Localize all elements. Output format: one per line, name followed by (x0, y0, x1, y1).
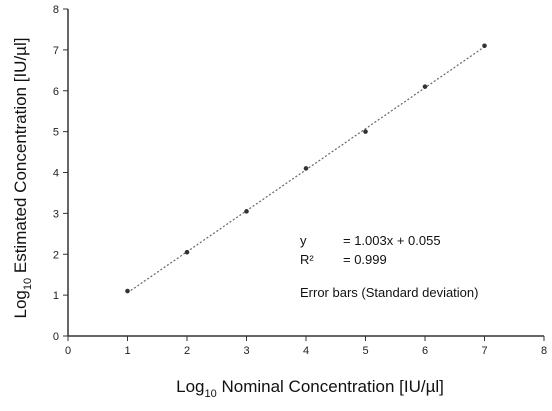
y-tick-label: 2 (53, 249, 59, 261)
x-axis-label-subscript: 10 (205, 388, 217, 400)
data-point (125, 288, 130, 294)
data-point (303, 166, 309, 171)
x-tick-label: 3 (243, 345, 249, 357)
y-axis-label-prefix: Log (11, 290, 30, 318)
data-point (244, 209, 249, 214)
y-tick-label: 4 (53, 168, 59, 180)
equation-rhs: = 1.003x + 0.055 (343, 233, 441, 248)
y-axis-label-subscript: 10 (22, 278, 34, 290)
x-tick-label: 7 (481, 345, 487, 357)
y-tick-label: 1 (53, 290, 59, 302)
data-point (363, 129, 368, 134)
x-axis-label-prefix: Log (176, 377, 204, 396)
x-tick-label: 4 (303, 345, 309, 357)
y-tick-label: 8 (53, 4, 59, 16)
y-tick-label: 6 (53, 86, 59, 98)
x-tick-label: 5 (362, 345, 368, 357)
x-axis-label-suffix: Nominal Concentration [IU/µl] (217, 377, 444, 396)
y-axis-label-suffix: Estimated Concentration [IU/µl] (11, 38, 30, 278)
data-points (125, 43, 487, 294)
x-tick-label: 2 (184, 345, 190, 357)
equation-lhs: y (300, 233, 307, 248)
x-tick-label: 6 (422, 345, 428, 357)
x-tick-label: 0 (65, 345, 71, 357)
x-tick-label: 8 (541, 345, 547, 357)
data-point (482, 43, 487, 49)
y-tick-label: 0 (53, 331, 59, 343)
x-axis-label: Log10 Nominal Concentration [IU/µl] (176, 377, 444, 400)
y-tick-label: 7 (53, 45, 59, 57)
data-point (184, 249, 190, 255)
error-bars-note: Error bars (Standard deviation) (300, 285, 478, 300)
data-point (422, 84, 428, 89)
y-tick-label: 3 (53, 208, 59, 220)
r2-lhs: R² (300, 252, 314, 267)
r2-rhs: = 0.999 (343, 252, 387, 267)
y-axis-label: Log10 Estimated Concentration [IU/µl] (11, 38, 34, 319)
y-tick-label: 5 (53, 127, 59, 139)
x-tick-label: 1 (124, 345, 130, 357)
ticks: 0 1 2 3 4 5 6 7 8 0 1 2 3 4 5 6 7 8 (53, 4, 547, 357)
